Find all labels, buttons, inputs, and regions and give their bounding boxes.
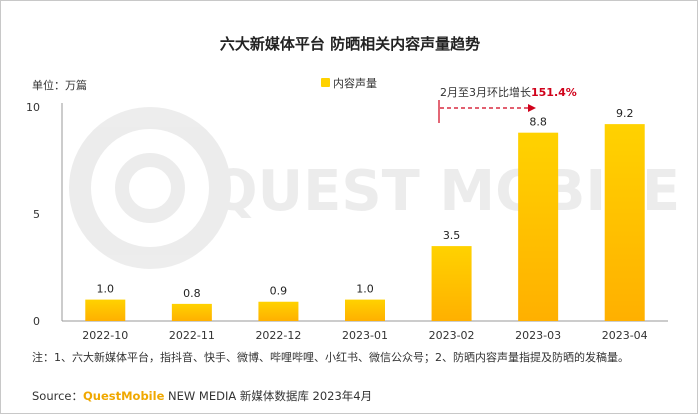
legend-swatch xyxy=(321,78,330,87)
bar-value-label: 3.5 xyxy=(443,229,461,242)
bar xyxy=(258,301,299,321)
source-suffix: NEW MEDIA 新媒体数据库 2023年4月 xyxy=(164,389,373,403)
y-tick-label: 5 xyxy=(33,208,40,221)
bar xyxy=(518,132,559,321)
watermark: QUEST MOBILE xyxy=(69,107,680,269)
bar-value-label: 1.0 xyxy=(97,283,115,296)
x-tick-label: 2023-02 xyxy=(429,329,475,342)
y-tick-label: 10 xyxy=(26,101,40,114)
y-ticks: 0 5 10 xyxy=(26,101,40,328)
x-tick-label: 2023-03 xyxy=(515,329,561,342)
annotation-arrowhead xyxy=(528,104,536,112)
footnote: 注：1、六大新媒体平台，指抖音、快手、微博、哔哩哔哩、小红书、微信公众号；2、防… xyxy=(32,351,629,364)
x-tick-label: 2022-12 xyxy=(255,329,301,342)
bar-value-label: 0.9 xyxy=(270,285,288,298)
x-tick-label: 2022-10 xyxy=(82,329,128,342)
watermark-text: QUEST MOBILE xyxy=(210,159,680,224)
bar-value-label: 1.0 xyxy=(356,283,374,296)
legend-label: 内容声量 xyxy=(333,76,377,90)
source-prefix: Source： xyxy=(32,389,83,403)
source-brand: QuestMobile xyxy=(83,389,165,403)
x-ticks: 2022-10 2022-11 2022-12 2023-01 2023-02 2023-… xyxy=(82,329,647,342)
chart-title: 六大新媒体平台 防晒相关内容声量趋势 xyxy=(219,35,481,53)
legend: 内容声量 xyxy=(321,76,377,90)
x-tick-label: 2023-01 xyxy=(342,329,388,342)
bar xyxy=(85,299,126,321)
x-tick-label: 2022-11 xyxy=(169,329,215,342)
bar xyxy=(604,124,645,322)
annotation-value: 151.4% xyxy=(531,86,577,99)
annotation-text: 2月至3月环比增长151.4% xyxy=(440,85,577,99)
bar xyxy=(171,303,212,321)
bar xyxy=(345,299,385,321)
x-tick-label: 2023-04 xyxy=(602,329,648,342)
bar-value-label: 8.8 xyxy=(529,116,547,129)
growth-annotation: 2月至3月环比增长151.4% xyxy=(438,85,577,123)
bar-value-label: 9.2 xyxy=(616,107,634,120)
bar-value-label: 0.8 xyxy=(183,287,201,300)
bars: 1.0 0.8 0.9 1.0 3.5 8.8 9.2 xyxy=(85,107,645,322)
y-axis-label: 单位：万篇 xyxy=(32,78,87,92)
source-line: Source：QuestMobile NEW MEDIA 新媒体数据库 2023… xyxy=(32,388,372,404)
y-tick-label: 0 xyxy=(33,315,40,328)
bar xyxy=(431,246,472,321)
